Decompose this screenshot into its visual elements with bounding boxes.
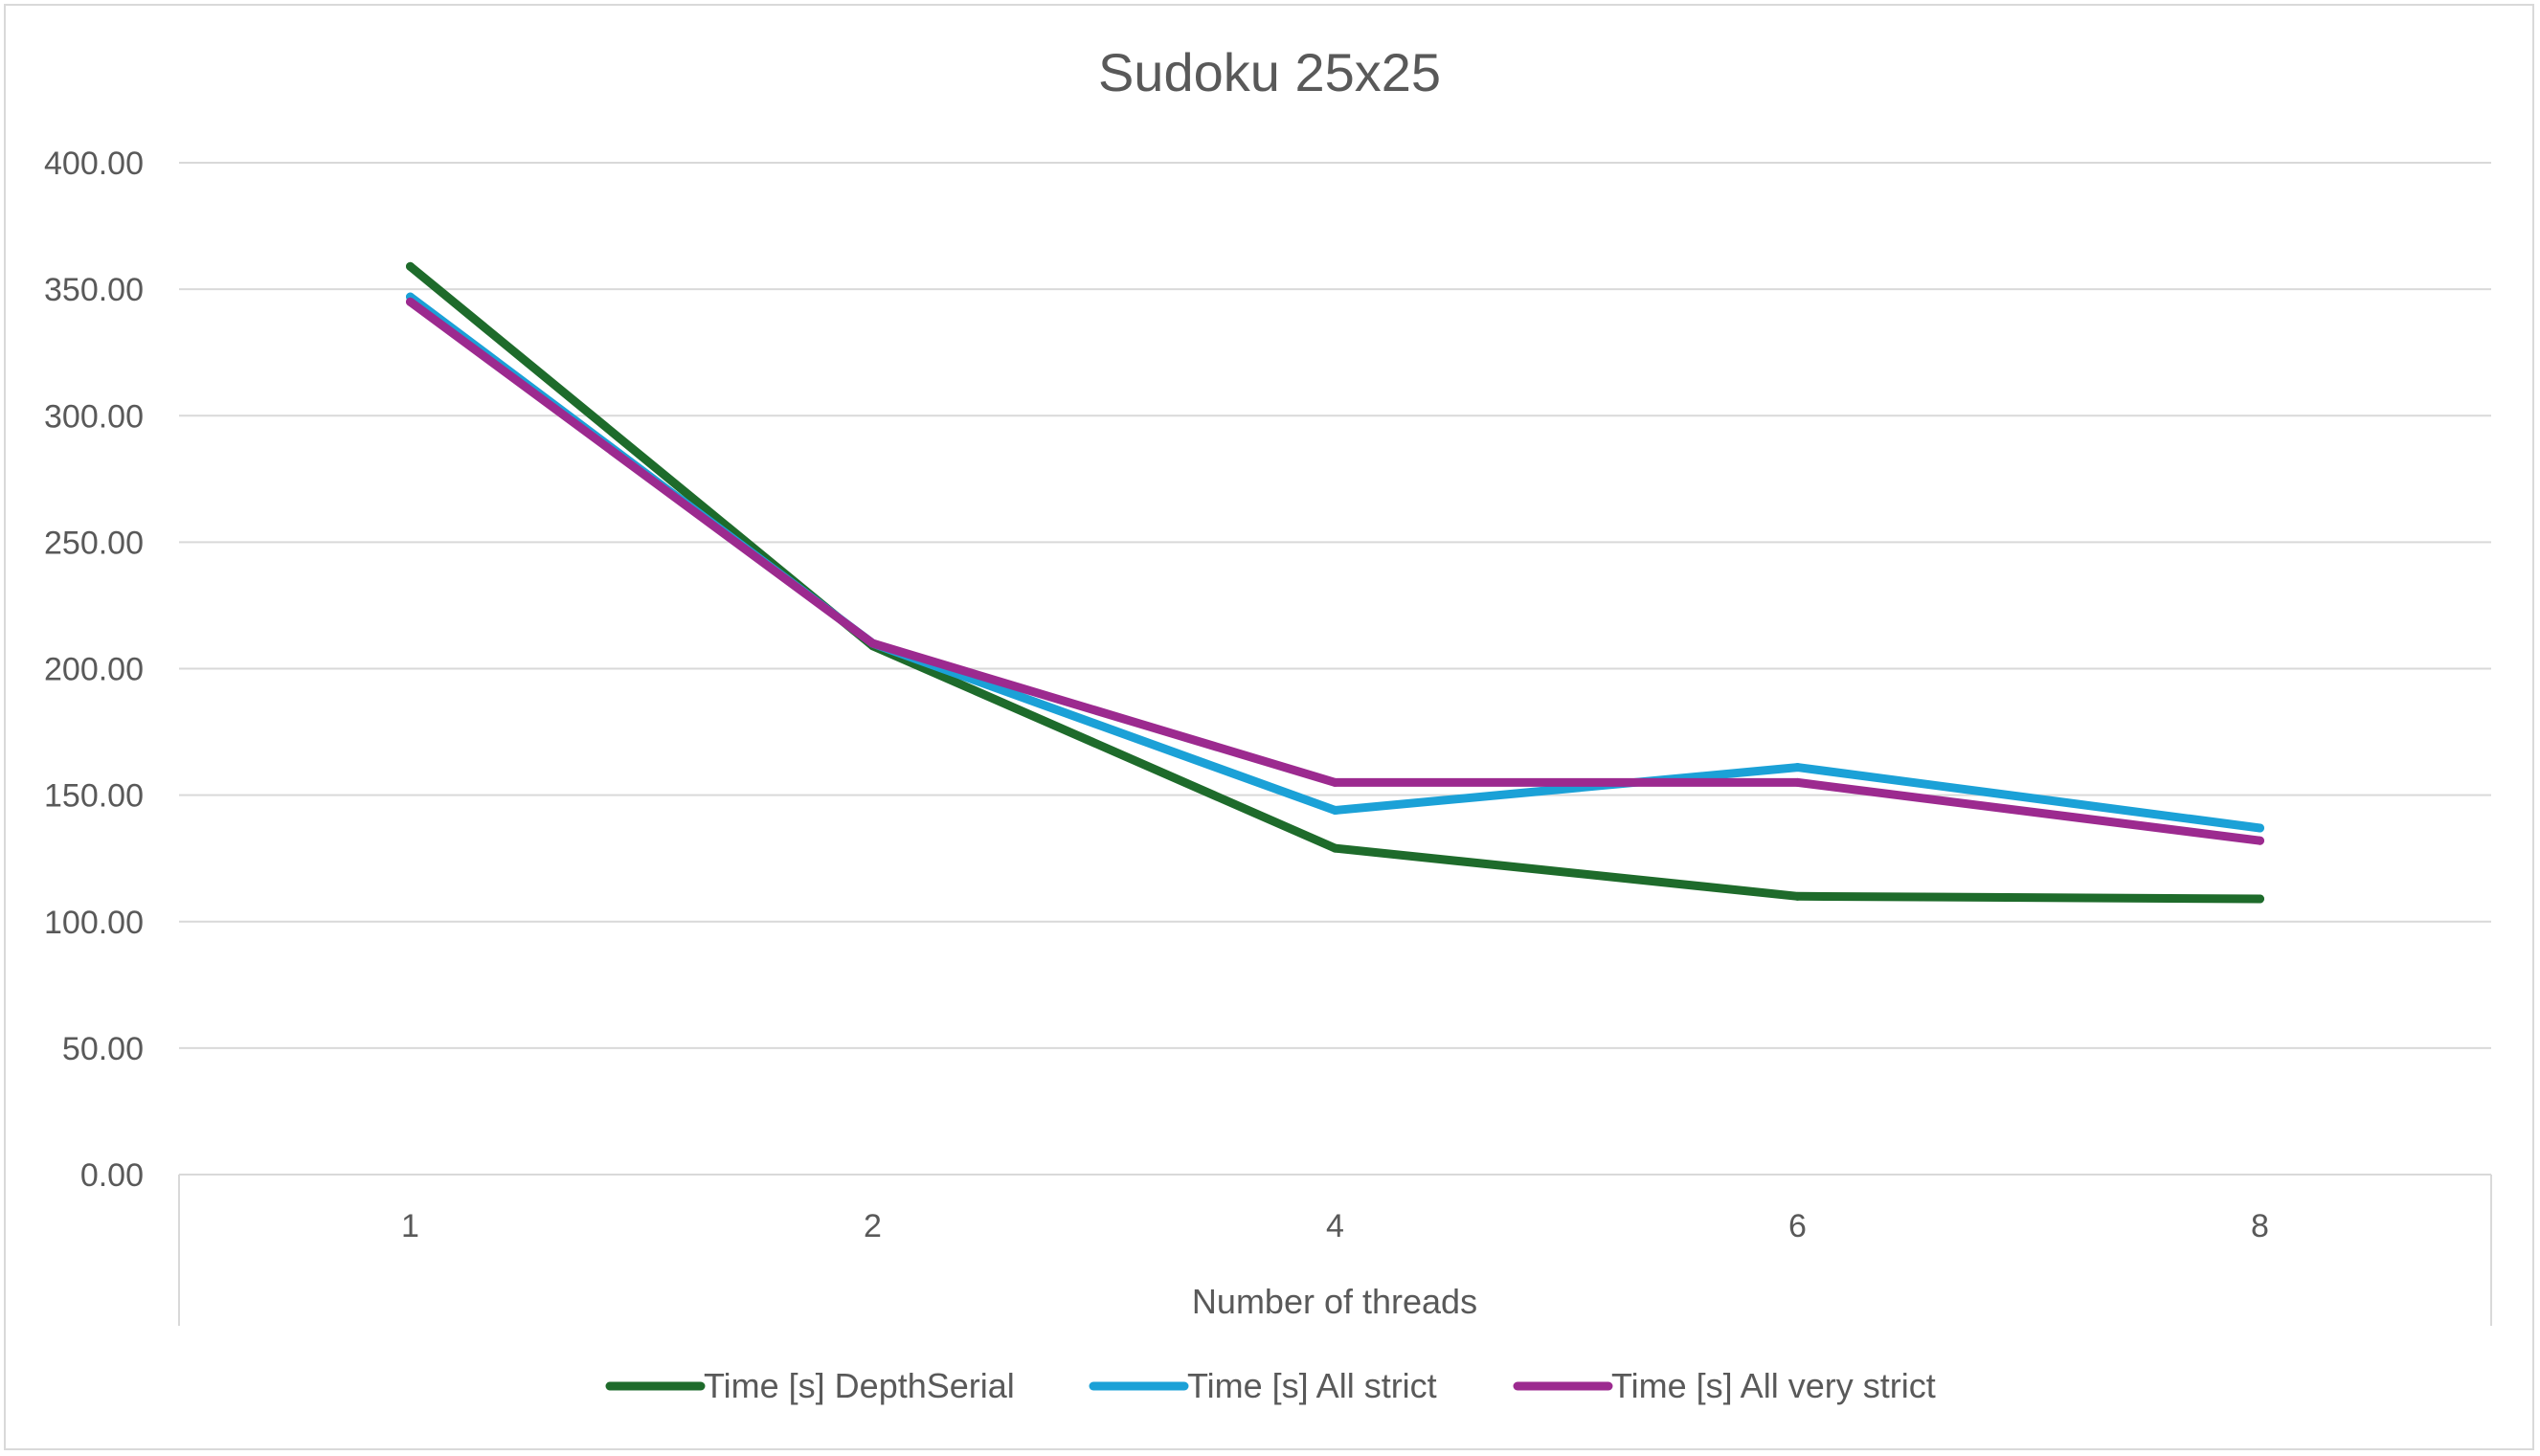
data-point — [1793, 777, 1802, 787]
y-tick-label: 150.00 — [44, 778, 144, 815]
x-tick-label: 8 — [2251, 1208, 2269, 1244]
data-point — [1793, 891, 1802, 901]
x-tick-label: 4 — [1326, 1208, 1344, 1244]
legend: Time [s] DepthSerial Time [s] All strict T… — [605, 1366, 1936, 1405]
x-axis — [178, 1174, 2492, 1326]
legend-item: Time [s] All very strict — [1513, 1366, 1936, 1405]
y-tick-label: 300.00 — [44, 398, 144, 435]
y-tick-label: 250.00 — [44, 525, 144, 561]
legend-item: Time [s] All strict — [1089, 1366, 1437, 1405]
series-line-2 — [406, 292, 2264, 833]
y-tick-label: 50.00 — [62, 1031, 144, 1067]
chart-area — [4, 4, 2534, 1450]
x-tick-label: 1 — [401, 1208, 419, 1244]
x-axis-title: Number of threads — [1192, 1282, 1477, 1321]
y-tick-label: 100.00 — [44, 905, 144, 941]
chart-title: Sudoku 25x25 — [1098, 42, 1441, 102]
legend-label: Time [s] All very strict — [1611, 1366, 1936, 1405]
legend-label: Time [s] DepthSerial — [704, 1366, 1015, 1405]
x-tick-label: 2 — [864, 1208, 882, 1244]
data-point — [2256, 836, 2264, 845]
data-point — [2256, 823, 2264, 833]
gridlines — [179, 162, 2491, 1049]
data-point — [2256, 894, 2264, 904]
legend-item: Time [s] DepthSerial — [605, 1366, 1015, 1405]
y-tick-label: 400.00 — [44, 146, 144, 182]
y-axis-tick-labels: 0.00 50.00 100.00 150.00 200.00 250.00 300.00 3… — [44, 146, 144, 1194]
x-tick-label: 6 — [1788, 1208, 1807, 1244]
series-line-3 — [406, 297, 2264, 845]
x-axis-tick-labels: 1 2 4 6 8 — [401, 1208, 2269, 1244]
data-point — [1331, 805, 1339, 815]
data-point — [406, 297, 415, 306]
series-lines — [406, 261, 2264, 904]
y-tick-label: 350.00 — [44, 272, 144, 308]
data-point — [1793, 763, 1802, 773]
y-tick-label: 200.00 — [44, 652, 144, 688]
data-point — [406, 261, 415, 271]
data-point — [1331, 843, 1339, 853]
data-point — [868, 638, 877, 648]
legend-label: Time [s] All strict — [1187, 1366, 1437, 1405]
data-point — [1331, 777, 1339, 787]
y-tick-label: 0.00 — [80, 1157, 144, 1194]
